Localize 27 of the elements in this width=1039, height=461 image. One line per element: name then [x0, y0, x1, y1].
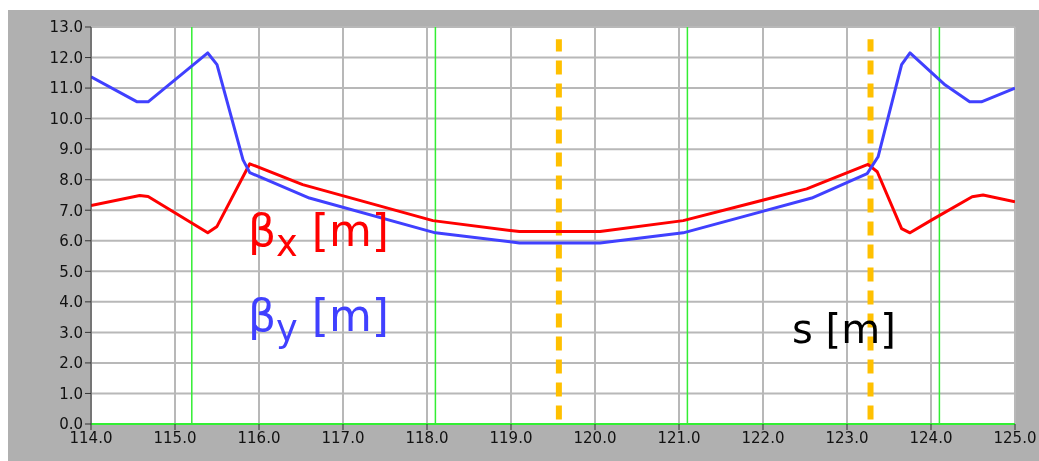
x-axis-title: s [m] [792, 306, 896, 352]
x-tick-label: 118.0 [405, 428, 449, 447]
series-label: β$_{x}$ [m] [248, 205, 389, 265]
y-tick-label: 12.0 [49, 48, 83, 67]
x-tick-label: 125.0 [993, 428, 1037, 447]
x-tick-label: 120.0 [573, 428, 617, 447]
y-tick-label: 11.0 [49, 79, 83, 98]
x-tick-label: 123.0 [825, 428, 869, 447]
x-tick-label: 117.0 [321, 428, 365, 447]
x-tick-label: 119.0 [489, 428, 533, 447]
series-label: β$_{y}$ [m] [248, 290, 389, 350]
y-tick-label: 3.0 [59, 323, 83, 342]
x-tick-label: 116.0 [237, 428, 281, 447]
x-tick-label: 124.0 [909, 428, 953, 447]
y-tick-label: 9.0 [59, 140, 83, 159]
y-tick-label: 2.0 [59, 354, 83, 373]
y-tick-label: 8.0 [59, 171, 83, 190]
y-tick-label: 4.0 [59, 293, 83, 312]
y-tick-label: 5.0 [59, 262, 83, 281]
y-tick-label: 1.0 [59, 384, 83, 403]
y-tick-label: 6.0 [59, 232, 83, 251]
x-tick-label: 115.0 [153, 428, 197, 447]
y-tick-label: 10.0 [49, 109, 83, 128]
y-tick-label: 7.0 [59, 201, 83, 220]
x-tick-label: 122.0 [741, 428, 785, 447]
y-tick-label: 13.0 [49, 18, 83, 37]
x-tick-label: 121.0 [657, 428, 701, 447]
